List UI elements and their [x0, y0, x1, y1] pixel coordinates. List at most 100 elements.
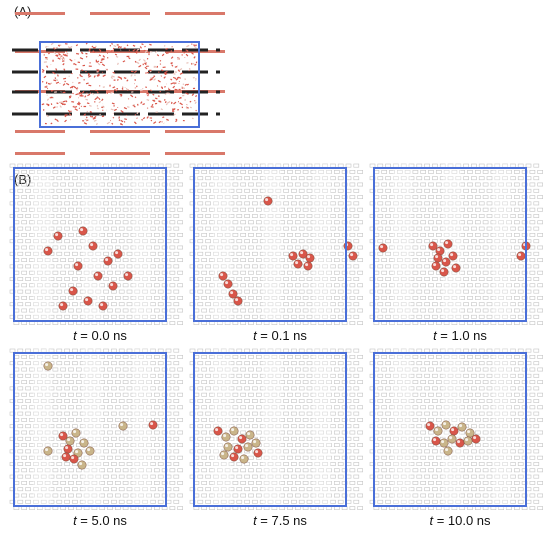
graphene-hex	[205, 302, 211, 307]
graphene-hex	[111, 289, 117, 294]
graphene-hex	[385, 436, 391, 441]
molecule-highlight	[290, 253, 294, 257]
graphene-hex	[76, 405, 82, 410]
graphene-hex	[475, 296, 481, 300]
graphene-hex	[404, 430, 411, 435]
graphene-hex	[52, 170, 59, 174]
graphene-hex	[87, 462, 94, 466]
graphene-hex	[377, 176, 384, 181]
graphene-hex	[349, 182, 356, 187]
graphene-hex	[439, 462, 446, 466]
graphene-hex	[201, 493, 207, 498]
solvent-molecule	[78, 91, 83, 95]
graphene-hex	[95, 499, 102, 504]
graphene-hex	[157, 302, 164, 307]
graphene-hex	[357, 195, 363, 200]
graphene-hex	[334, 308, 340, 313]
graphene-hex	[357, 455, 363, 460]
graphene-hex	[463, 474, 469, 479]
graphene-hex	[17, 214, 24, 218]
graphene-hex	[498, 380, 504, 385]
solvent-molecule	[95, 122, 98, 126]
graphene-hex	[64, 239, 70, 244]
graphene-hex	[412, 468, 419, 473]
graphene-hex	[60, 468, 67, 473]
graphene-hex	[494, 264, 501, 269]
graphene-hex	[107, 207, 113, 212]
graphene-hex	[521, 405, 528, 410]
graphene-hex	[330, 449, 336, 454]
graphene-hex	[259, 436, 266, 441]
graphene-hex	[517, 277, 524, 281]
graphene-hex	[393, 449, 399, 454]
graphene-hex	[298, 214, 305, 218]
solvent-molecule	[110, 91, 114, 94]
graphene-hex	[533, 277, 540, 281]
graphene-hex	[439, 289, 446, 294]
graphene-hex	[134, 424, 141, 429]
graphene-hex	[29, 195, 35, 200]
graphene-hex	[173, 163, 180, 168]
solvent-molecule	[193, 44, 196, 47]
graphene-hex	[408, 449, 415, 454]
graphene-hex	[478, 474, 485, 479]
graphene-hex	[99, 405, 105, 410]
graphene-hex	[291, 239, 297, 244]
graphene-hex	[244, 302, 250, 307]
graphene-hex	[396, 367, 403, 372]
molecule-highlight	[453, 265, 457, 269]
graphene-hex	[475, 443, 481, 448]
solvent-molecule	[72, 85, 77, 89]
graphene-hex	[529, 321, 536, 326]
graphene-hex	[506, 207, 512, 212]
graphene-hex	[161, 296, 168, 300]
graphene-hex	[478, 386, 485, 391]
graphene-hex	[271, 392, 278, 397]
graphene-hex	[506, 270, 512, 275]
graphene-hex	[271, 220, 278, 225]
graphene-hex	[314, 361, 321, 366]
graphene-hex	[381, 367, 387, 372]
graphene-hex	[52, 308, 59, 313]
graphene-hex	[271, 493, 278, 498]
graphene-hex	[201, 380, 207, 385]
graphene-hex	[95, 314, 102, 319]
graphene-hex	[87, 361, 94, 366]
graphene-hex	[213, 487, 219, 492]
graphene-hex	[459, 245, 465, 250]
graphene-hex	[381, 258, 387, 263]
graphene-hex	[295, 481, 301, 485]
graphene-hex	[353, 214, 360, 218]
graphene-hex	[279, 355, 285, 359]
solvent-molecule	[101, 63, 106, 67]
graphene-hex	[529, 430, 536, 435]
graphene-hex	[306, 361, 313, 366]
graphene-hex	[157, 474, 164, 479]
graphene-hex	[357, 283, 363, 288]
graphene-hex	[517, 188, 524, 193]
graphene-hex	[256, 367, 262, 372]
caption-t-symbol: t	[253, 513, 257, 528]
graphene-hex	[420, 418, 427, 422]
graphene-hex	[490, 355, 497, 359]
graphene-hex	[201, 405, 207, 410]
solvent-molecule	[160, 108, 163, 111]
graphene-hex	[21, 182, 27, 187]
graphene-hex	[475, 405, 481, 410]
graphene-hex	[400, 188, 407, 193]
molecule	[431, 436, 441, 446]
graphene-hex	[341, 443, 348, 448]
graphene-hex	[506, 367, 512, 372]
graphene-hex	[33, 462, 39, 466]
molecule-highlight	[241, 456, 245, 460]
graphene-hex	[389, 392, 395, 397]
graphene-hex	[310, 207, 317, 212]
graphene-hex	[118, 201, 125, 206]
solvent-molecule	[98, 54, 101, 57]
graphene-hex	[302, 220, 309, 225]
solvent-molecule	[69, 85, 74, 89]
graphene-hex	[283, 399, 289, 403]
solvent-molecule	[138, 64, 142, 68]
graphene-hex	[436, 283, 442, 288]
graphene-hex	[412, 308, 419, 313]
